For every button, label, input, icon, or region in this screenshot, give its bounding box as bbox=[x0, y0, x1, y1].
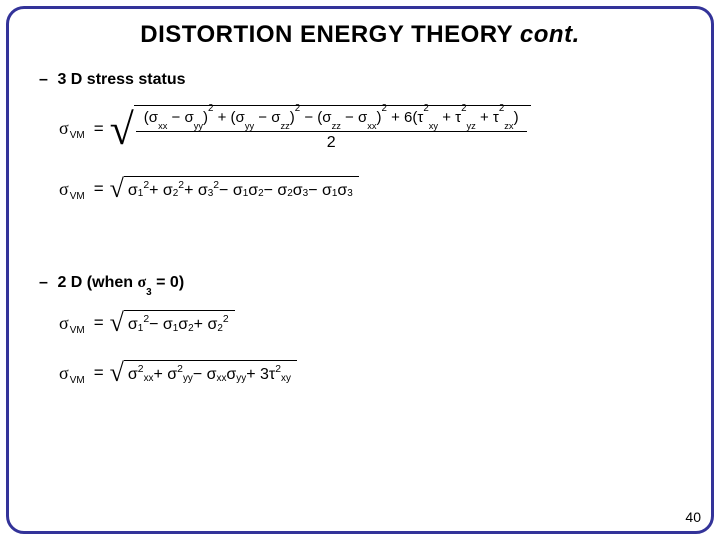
radicand-3: σ12 − σ1σ2 + σ22 bbox=[124, 310, 235, 336]
equals-sign: = bbox=[94, 363, 104, 383]
equals-sign: = bbox=[94, 119, 104, 139]
radical-sign-icon: √ bbox=[110, 360, 124, 386]
sigma-vm-symbol: σVM bbox=[59, 313, 84, 334]
equation-2: σVM = √ σ12 + σ22 + σ32 − σ1σ2 − σ2σ3 − … bbox=[59, 176, 711, 202]
section-2d-suffix: = 0) bbox=[152, 274, 184, 291]
radical-4: √ σ2xx + σ2yy − σxxσyy + 3τ2xy bbox=[110, 360, 297, 386]
radical-sign-icon: √ bbox=[110, 108, 134, 152]
radicand-1: (σxx − σyy)2 + (σyy − σzz)2 − (σzz − σxx… bbox=[134, 105, 531, 152]
radical-sign-icon: √ bbox=[110, 176, 124, 202]
radicand-4: σ2xx + σ2yy − σxxσyy + 3τ2xy bbox=[124, 360, 297, 386]
sigma-vm-symbol: σVM bbox=[59, 179, 84, 200]
formula-block-2d: σVM = √ σ12 − σ1σ2 + σ22 σVM = √ σ2xx + … bbox=[59, 310, 711, 386]
equation-4: σVM = √ σ2xx + σ2yy − σxxσyy + 3τ2xy bbox=[59, 360, 711, 386]
sigma-vm-symbol: σVM bbox=[59, 363, 84, 384]
equation-1: σVM = √ (σxx − σyy)2 + (σyy − σzz)2 − (σ… bbox=[59, 105, 711, 152]
equals-sign: = bbox=[94, 313, 104, 333]
bullet-dash-icon: – bbox=[39, 71, 53, 89]
equation-3: σVM = √ σ12 − σ1σ2 + σ22 bbox=[59, 310, 711, 336]
page-number: 40 bbox=[685, 509, 701, 525]
radical-1: √ (σxx − σyy)2 + (σyy − σzz)2 − (σzz − σ… bbox=[110, 105, 531, 152]
radical-3: √ σ12 − σ1σ2 + σ22 bbox=[110, 310, 235, 336]
section-3d-heading: – 3 D stress status bbox=[39, 71, 711, 89]
sigma-vm-symbol: σVM bbox=[59, 118, 84, 139]
title-cont: cont. bbox=[520, 21, 580, 48]
fraction-1: (σxx − σyy)2 + (σyy − σzz)2 − (σzz − σxx… bbox=[136, 108, 527, 152]
section-2d-subscript: 3 bbox=[146, 287, 152, 298]
equals-sign: = bbox=[94, 179, 104, 199]
title-main: DISTORTION ENERGY THEORY bbox=[140, 21, 520, 48]
bullet-dash-icon: – bbox=[39, 274, 53, 292]
slide-frame: DISTORTION ENERGY THEORY cont. – 3 D str… bbox=[6, 6, 714, 534]
denominator-1: 2 bbox=[327, 132, 336, 152]
section-2d-heading: – 2 D (when σ3 = 0) bbox=[39, 274, 711, 294]
slide-title: DISTORTION ENERGY THEORY cont. bbox=[9, 21, 711, 49]
formula-block-3d: σVM = √ (σxx − σyy)2 + (σyy − σzz)2 − (σ… bbox=[59, 105, 711, 202]
section-2d-prefix: 2 D (when bbox=[57, 274, 137, 291]
radicand-2: σ12 + σ22 + σ32 − σ1σ2 − σ2σ3 − σ1σ3 bbox=[124, 176, 359, 202]
radical-2: √ σ12 + σ22 + σ32 − σ1σ2 − σ2σ3 − σ1σ3 bbox=[110, 176, 359, 202]
section-3d-label: 3 D stress status bbox=[57, 71, 185, 88]
numerator-1: (σxx − σyy)2 + (σyy − σzz)2 − (σzz − σxx… bbox=[136, 108, 527, 132]
radical-sign-icon: √ bbox=[110, 310, 124, 336]
section-2d-sigma: σ bbox=[137, 274, 146, 291]
